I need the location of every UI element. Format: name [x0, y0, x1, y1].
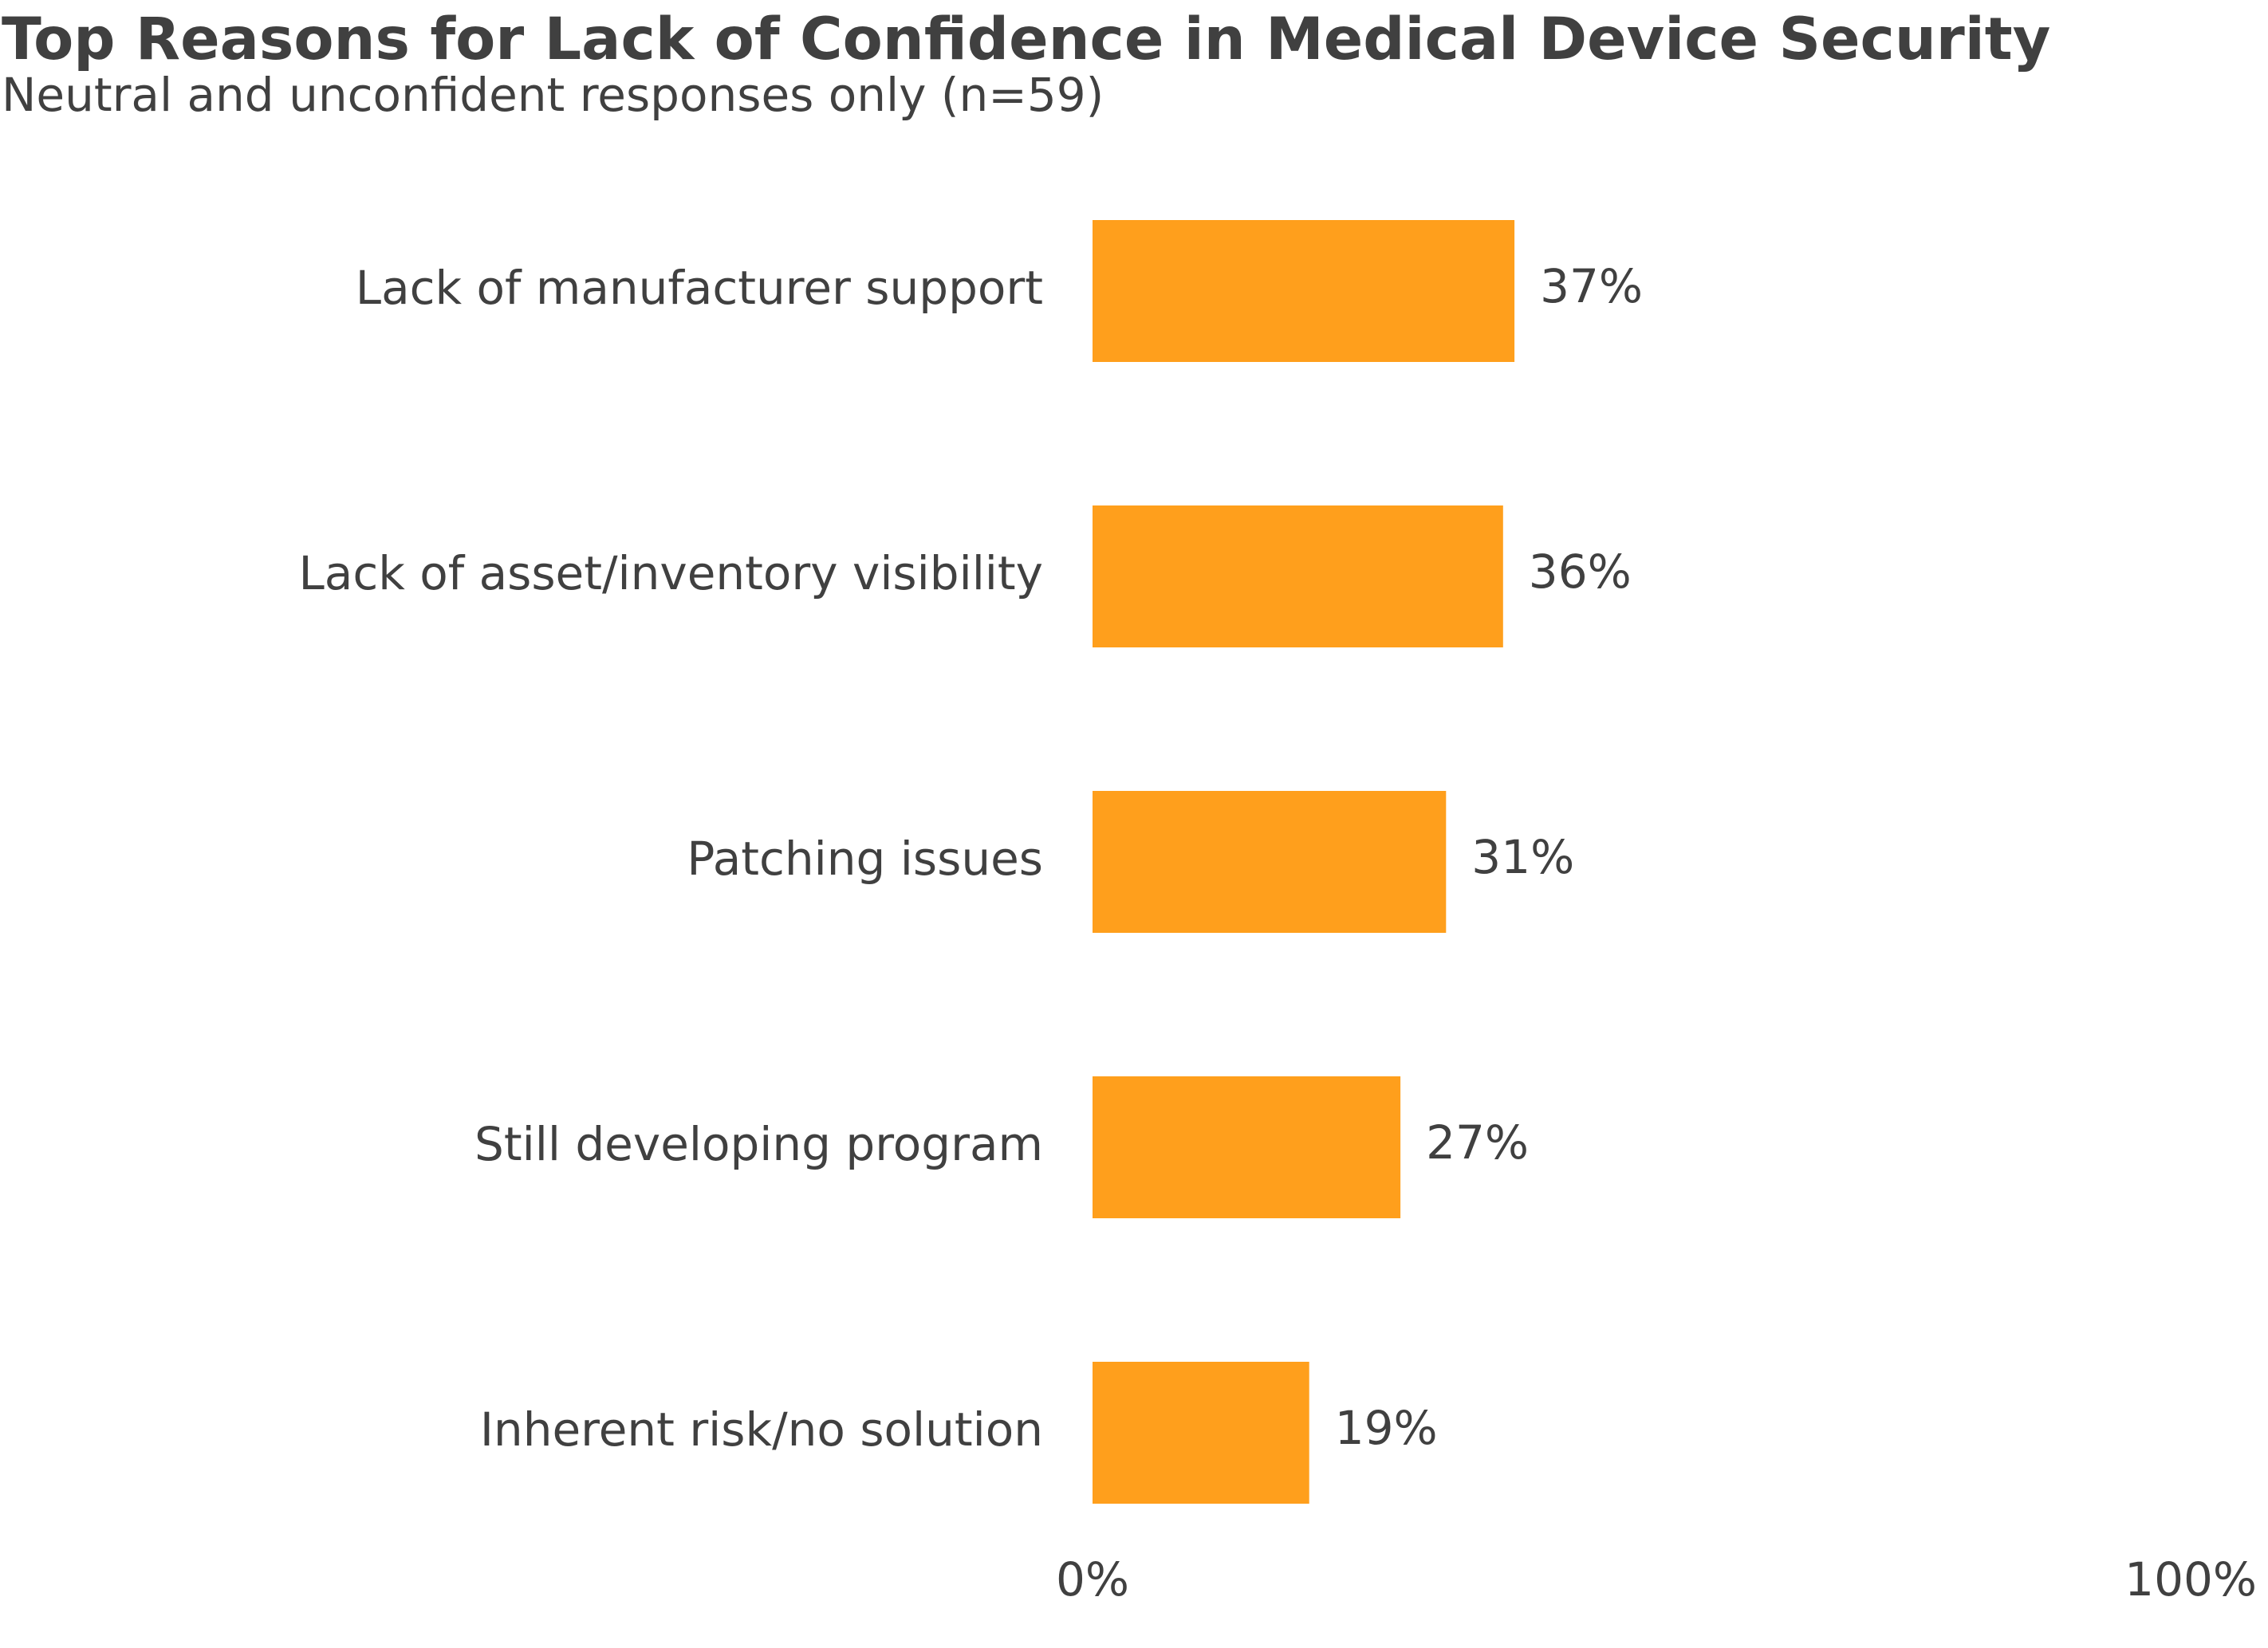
x-tick-label-2: 100% [2124, 1552, 2257, 1607]
bar-5 [1093, 1362, 1309, 1504]
x-tick-label-1: 0% [1056, 1552, 1129, 1607]
chart-subtitle: Neutral and unconfident responses only (… [2, 68, 1104, 122]
data-label-2: 36% [1529, 545, 1632, 599]
bar-1 [1093, 220, 1515, 362]
data-labels-layer: 37% 36% 31% 27% 19% [1335, 259, 1643, 1455]
category-label-3: Patching issues [687, 832, 1043, 886]
category-label-1: Lack of manufacturer support [356, 261, 1043, 315]
data-label-5: 19% [1335, 1401, 1438, 1455]
data-label-4: 27% [1426, 1115, 1529, 1170]
x-axis: 0% 100% [1056, 1552, 2257, 1607]
bar-2 [1093, 505, 1503, 647]
category-label-4: Still developing program [474, 1117, 1043, 1171]
data-label-1: 37% [1540, 259, 1643, 313]
bars-layer [1093, 220, 1515, 1504]
category-label-5: Inherent risk/no solution [480, 1402, 1043, 1457]
bar-3 [1093, 791, 1447, 933]
category-label-2: Lack of asset/inventory visibility [298, 546, 1043, 600]
chart-title: Top Reasons for Lack of Confidence in Me… [2, 6, 2051, 73]
category-labels-layer: Lack of manufacturer support Lack of asse… [298, 261, 1043, 1457]
data-label-3: 31% [1471, 830, 1574, 884]
bar-4 [1093, 1076, 1401, 1218]
